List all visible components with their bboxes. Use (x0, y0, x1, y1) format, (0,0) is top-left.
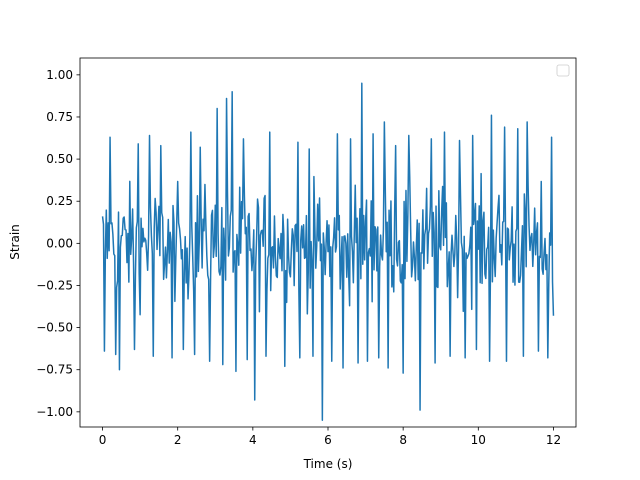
y-tick-label: −0.50 (36, 321, 73, 335)
y-tick-label: 1.00 (46, 68, 73, 82)
legend (556, 64, 570, 77)
x-axis-ticks: 0 2 4 6 8 10 12 (99, 427, 561, 447)
y-tick-label: 0.75 (46, 110, 73, 124)
y-axis-ticks: −1.00 −0.75 −0.50 −0.25 0.00 0.25 0.50 0.75 1.00 (36, 68, 80, 419)
legend-box (556, 64, 570, 77)
y-tick-label: 0.50 (46, 152, 73, 166)
x-tick-label: 0 (99, 433, 107, 447)
y-axis-label: Strain (8, 224, 22, 260)
y-tick-label: −0.75 (36, 363, 73, 377)
x-tick-label: 12 (546, 433, 561, 447)
x-tick-label: 4 (249, 433, 257, 447)
y-tick-label: 0.25 (46, 194, 73, 208)
plot-area (101, 82, 555, 422)
strain-series-line (101, 82, 555, 422)
y-tick-label: −1.00 (36, 405, 73, 419)
x-tick-label: 2 (174, 433, 182, 447)
x-tick-label: 10 (471, 433, 486, 447)
x-tick-label: 8 (399, 433, 407, 447)
y-tick-label: −0.25 (36, 278, 73, 292)
series-strain (101, 82, 555, 422)
y-tick-label: 0.00 (46, 236, 73, 250)
x-axis-label: Time (s) (303, 457, 353, 471)
x-tick-label: 6 (324, 433, 332, 447)
